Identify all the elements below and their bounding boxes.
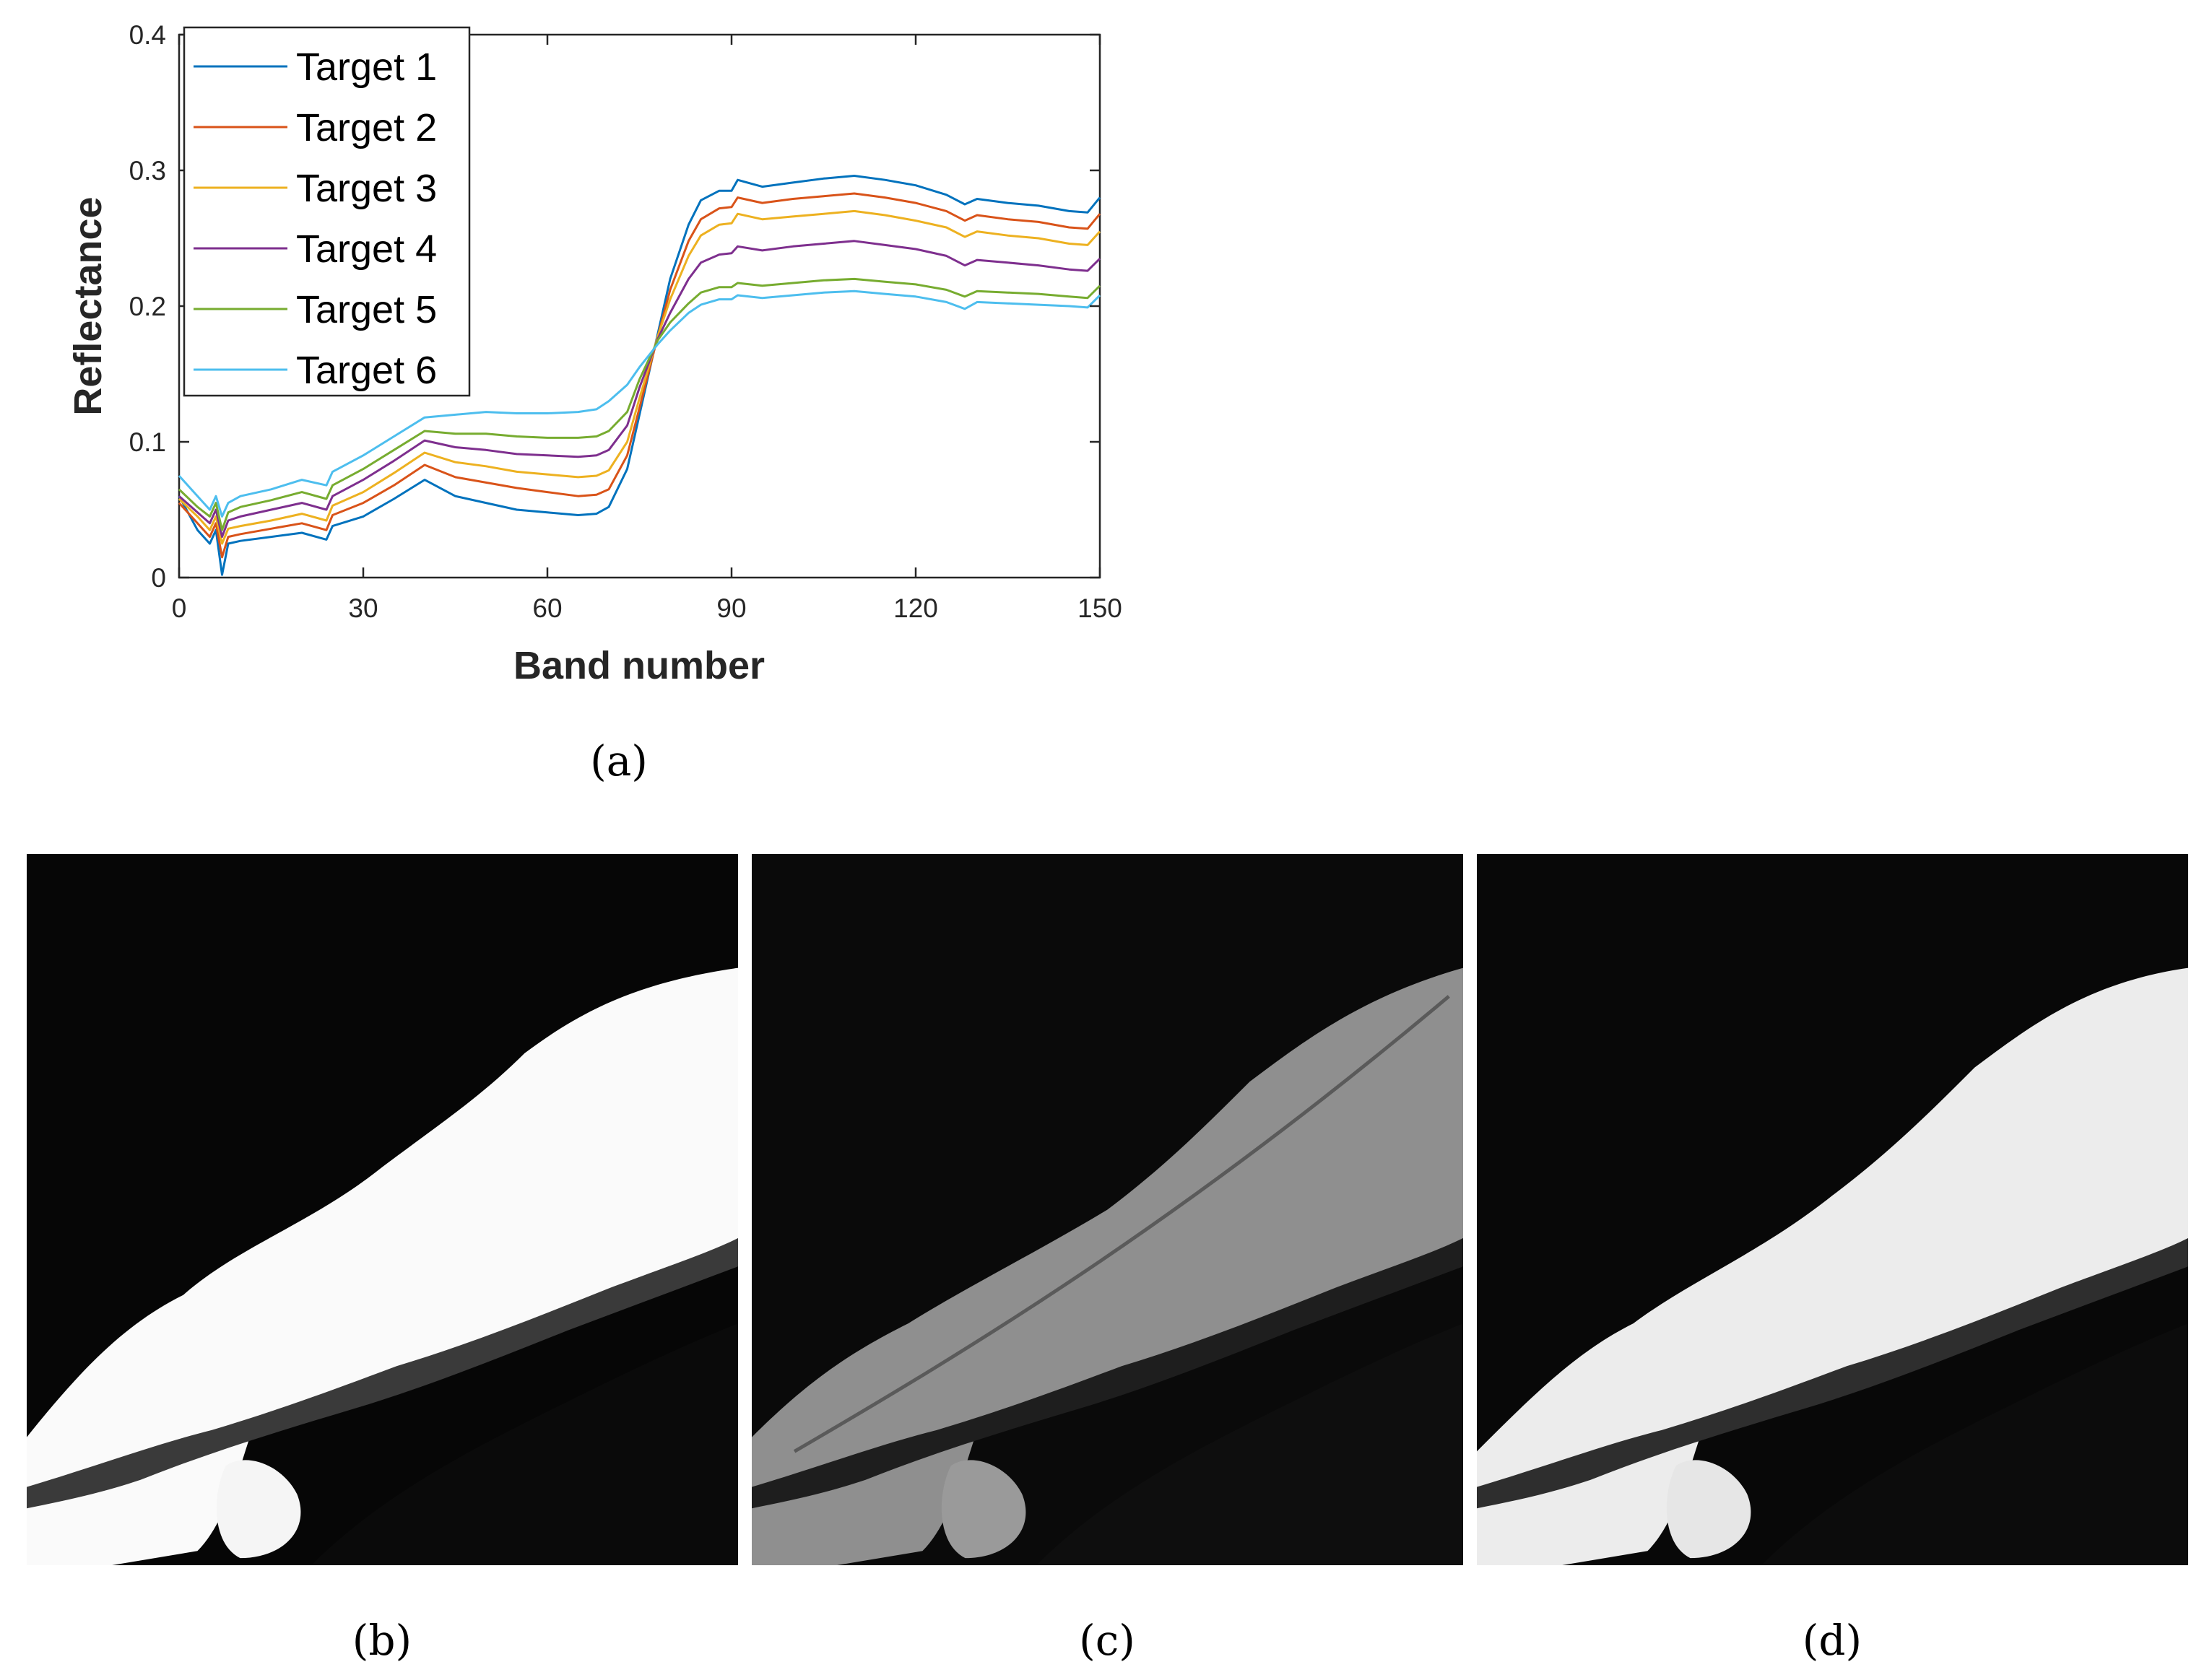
- river-b: [27, 1237, 738, 1509]
- spectral-chart: 0 30 60 90 120 150 0 0.1 0.2 0.3 0.4 Band number R…: [66, 20, 1122, 687]
- river-d: [1477, 1237, 2188, 1509]
- series-line-6: [178, 290, 1101, 518]
- legend-label-3: Target 3: [296, 167, 437, 210]
- legend: Target 1 Target 2 Target 3 Target 4 Target 5…: [183, 26, 471, 397]
- x-tick-label: 150: [1077, 593, 1122, 623]
- y-tick-label: 0.1: [129, 427, 166, 457]
- series-line-4: [178, 240, 1101, 539]
- lower-dark-b: [311, 1323, 738, 1565]
- lower-dark-d: [1761, 1323, 2188, 1565]
- caption-a: (a): [590, 736, 648, 785]
- lobe-c: [941, 1460, 1026, 1559]
- image-panel-d: [1477, 854, 2188, 1565]
- lobe-d: [1666, 1460, 1751, 1559]
- y-tick-label: 0.3: [129, 156, 166, 186]
- series-line-2: [178, 192, 1101, 559]
- legend-box: [183, 26, 471, 397]
- urban-region-b: [27, 967, 738, 1565]
- y-axis-title: Reflectance: [66, 196, 110, 415]
- series-line-5: [178, 277, 1101, 531]
- urban-region-d: [1477, 967, 2188, 1565]
- legend-label-4: Target 4: [296, 227, 437, 271]
- x-tick-label: 120: [893, 593, 938, 623]
- urban-region-c: [752, 967, 1463, 1565]
- lobe-b: [216, 1460, 301, 1559]
- axis-ticks: 0 30 60 90 120 150 0 0.1 0.2 0.3 0.4: [129, 20, 1122, 623]
- caption-d: (d): [1802, 1616, 1862, 1665]
- x-tick-label: 60: [532, 593, 562, 623]
- x-tick-label: 0: [172, 593, 187, 623]
- legend-label-1: Target 1: [296, 45, 437, 89]
- y-tick-label: 0: [151, 563, 166, 593]
- x-axis-title: Band number: [513, 644, 765, 687]
- legend-label-5: Target 5: [296, 288, 437, 331]
- river-c: [752, 1237, 1463, 1509]
- image-panel-b: [27, 854, 738, 1565]
- caption-b: (b): [352, 1616, 412, 1665]
- series-line-3: [178, 209, 1101, 545]
- legend-label-6: Target 6: [296, 349, 437, 392]
- image-panel-c: [752, 854, 1463, 1565]
- road-line-c: [793, 995, 1450, 1453]
- lower-dark-c: [1036, 1323, 1463, 1565]
- series-line-1: [178, 175, 1101, 576]
- y-tick-label: 0.4: [129, 20, 166, 50]
- x-tick-label: 90: [716, 593, 746, 623]
- caption-c: (c): [1079, 1616, 1135, 1665]
- legend-label-2: Target 2: [296, 106, 437, 149]
- series-lines: [178, 175, 1101, 576]
- x-tick-label: 30: [348, 593, 378, 623]
- y-tick-label: 0.2: [129, 292, 166, 321]
